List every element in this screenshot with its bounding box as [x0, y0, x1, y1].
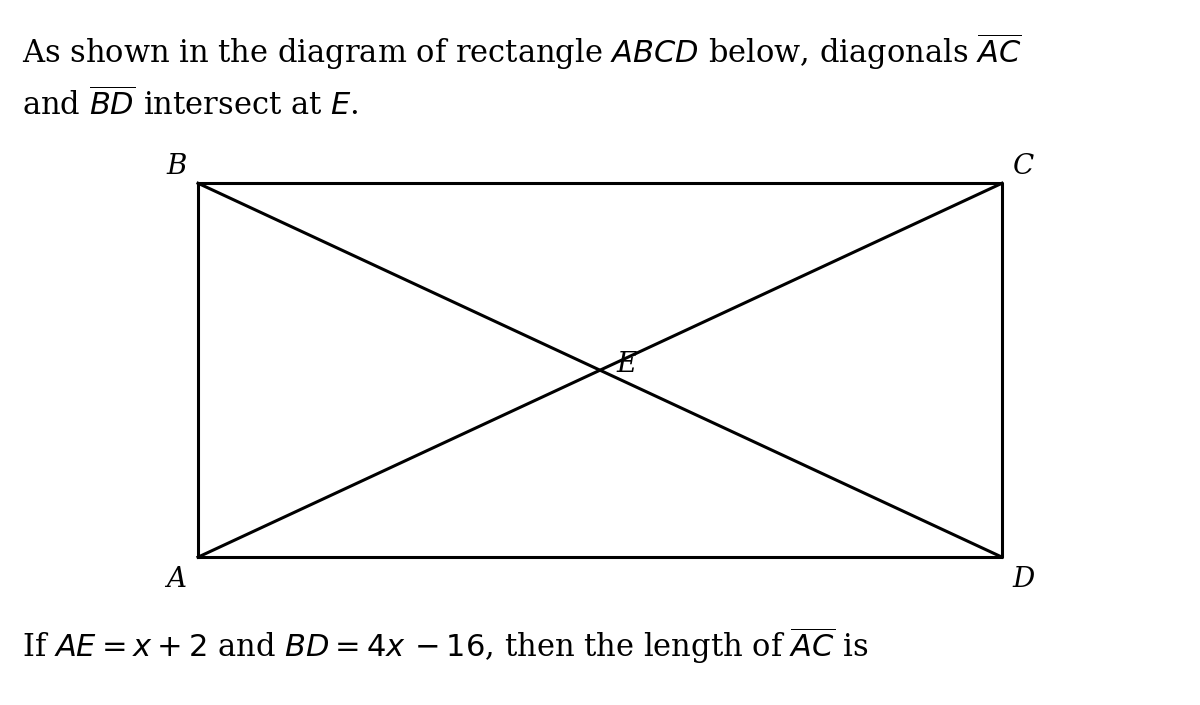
- Text: D: D: [1013, 565, 1034, 593]
- Text: A: A: [167, 565, 186, 593]
- Text: B: B: [167, 153, 186, 180]
- Text: C: C: [1013, 153, 1034, 180]
- Text: If $\mathit{AE} = x + 2$ and $\mathit{BD} = 4x\,-16$, then the length of $\overl: If $\mathit{AE} = x + 2$ and $\mathit{BD…: [22, 625, 869, 666]
- Text: and $\overline{BD}$ intersect at $\mathit{E}$.: and $\overline{BD}$ intersect at $\mathi…: [22, 88, 358, 123]
- Text: As shown in the diagram of rectangle $\mathit{ABCD}$ below, diagonals $\overline: As shown in the diagram of rectangle $\m…: [22, 32, 1021, 73]
- Text: E: E: [617, 351, 636, 378]
